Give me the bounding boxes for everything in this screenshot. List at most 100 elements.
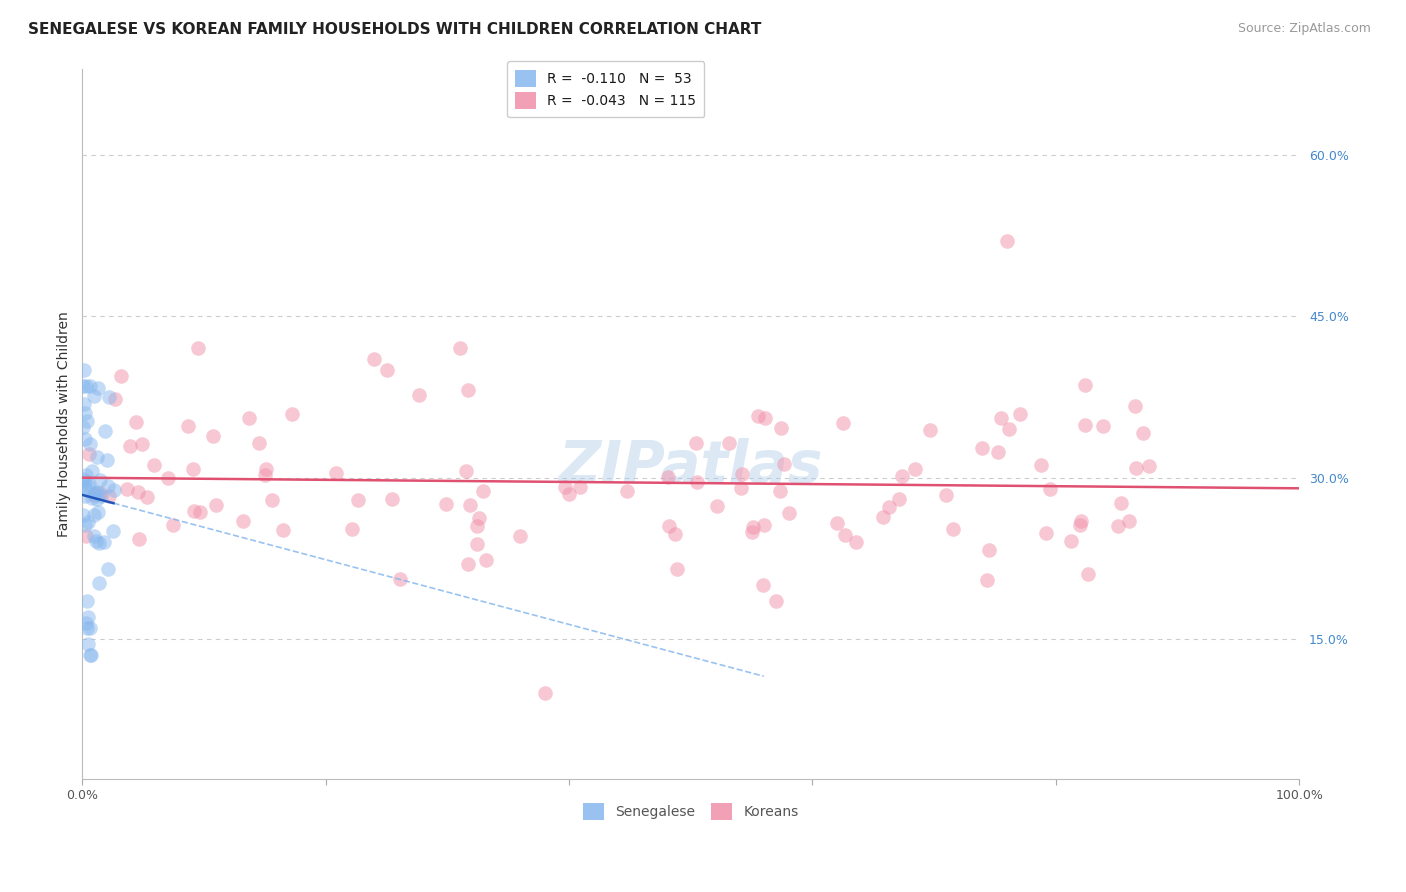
Point [157,471,180,485]
Point [75,379,97,393]
Point [754,411,776,425]
Point [75,468,97,483]
Point [1035,526,1057,541]
Point [834,527,856,541]
Point [104,392,127,407]
Point [554,480,576,494]
Point [747,409,769,424]
Point [83,529,105,543]
Point [363,352,385,367]
Point [1074,418,1097,433]
Point [664,527,686,541]
Point [845,535,868,549]
Point [84,485,107,500]
Point [72,508,94,522]
Point [142,458,165,472]
Point [1125,460,1147,475]
Point [254,461,277,475]
Point [457,383,479,397]
Point [1070,514,1092,528]
Point [73,475,96,489]
Point [741,524,763,539]
Point [686,475,709,490]
Point [76,621,98,635]
Point [128,533,150,547]
Point [73,489,96,503]
Point [110,369,132,384]
Point [1008,407,1031,421]
Point [454,464,477,478]
Point [465,519,488,533]
Point [75,432,97,446]
Point [73,363,96,377]
Point [666,562,689,576]
Point [752,517,775,532]
Point [97,479,120,493]
Point [98,390,121,404]
Point [1132,426,1154,441]
Point [772,457,794,471]
Point [247,436,270,450]
Point [84,533,107,548]
Point [904,462,927,476]
Point [935,488,957,502]
Point [82,464,104,478]
Point [890,469,912,483]
Point [436,497,458,511]
Point [73,406,96,420]
Point [205,498,228,512]
Point [474,552,496,566]
Point [260,493,283,508]
Point [76,594,98,608]
Point [232,514,254,528]
Point [778,506,800,520]
Point [1109,496,1132,510]
Text: ZIPatlas: ZIPatlas [558,438,823,495]
Point [976,573,998,587]
Point [75,518,97,533]
Point [117,483,139,497]
Point [658,519,681,533]
Point [768,483,790,498]
Point [136,490,159,504]
Point [79,648,101,662]
Point [72,472,94,486]
Point [616,484,638,499]
Point [449,342,471,356]
Point [202,429,225,443]
Point [990,411,1012,425]
Point [380,492,402,507]
Point [467,510,489,524]
Point [657,470,679,484]
Point [89,473,111,487]
Point [942,522,965,536]
Point [177,419,200,434]
Point [79,379,101,393]
Point [98,489,121,503]
Point [568,480,591,494]
Point [832,416,855,430]
Point [1123,399,1146,413]
Point [87,505,110,519]
Point [340,522,363,536]
Point [717,435,740,450]
Point [87,535,110,549]
Point [889,491,911,506]
Point [825,516,848,530]
Point [83,389,105,403]
Point [77,610,100,624]
Point [80,648,103,662]
Point [998,422,1021,436]
Point [731,467,754,482]
Point [101,524,124,539]
Point [125,415,148,429]
Point [558,487,581,501]
Point [120,439,142,453]
Point [1091,419,1114,434]
Point [77,447,100,461]
Point [920,423,942,437]
Point [1074,377,1097,392]
Point [83,508,105,522]
Point [86,484,108,499]
Text: Source: ZipAtlas.com: Source: ZipAtlas.com [1237,22,1371,36]
